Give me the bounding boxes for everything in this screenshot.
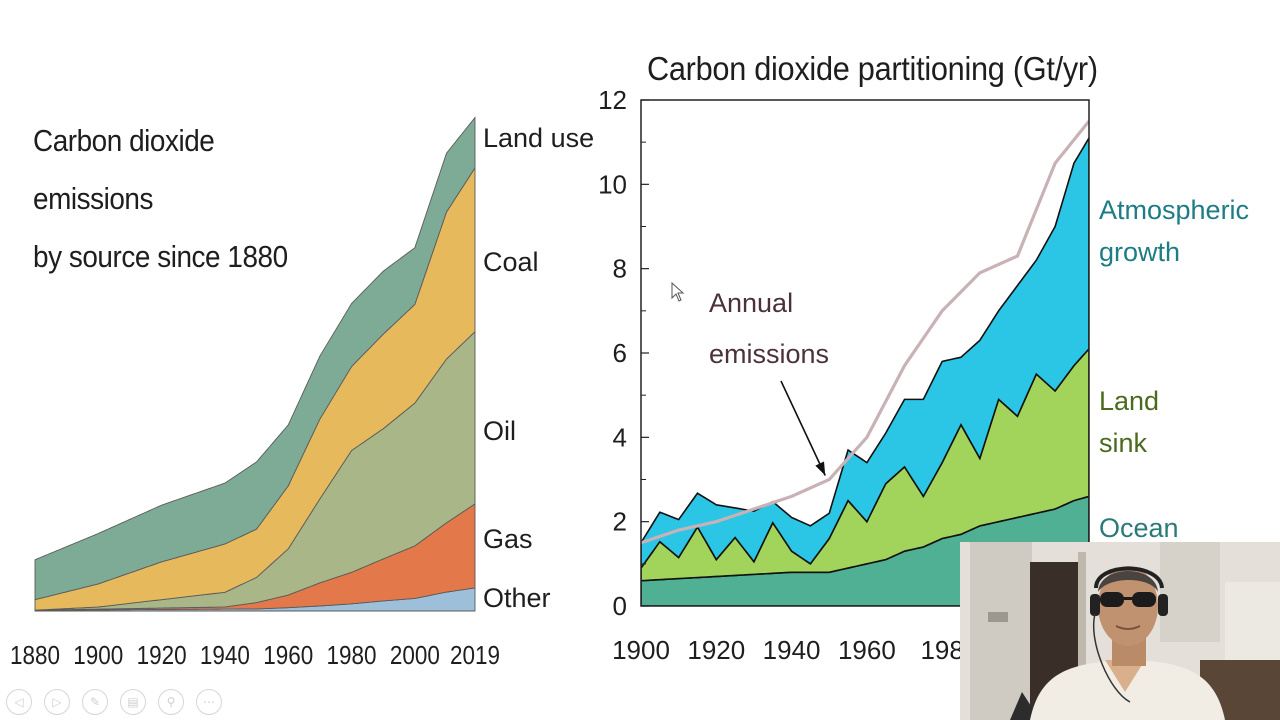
legend-label-oil: Oil [483, 416, 516, 446]
y-tick-label: 0 [613, 591, 627, 621]
legend-label-line: Ocean [1099, 513, 1179, 543]
legend-label-ocean: Ocean [1099, 513, 1179, 543]
x-tick-label: 1980 [327, 640, 377, 670]
legend-label-land-use: Land use [483, 123, 594, 153]
right-chart-title: Carbon dioxide partitioning (Gt/yr) [647, 50, 1098, 87]
area-atmospheric-growth [641, 136, 1089, 570]
x-tick-label: 1880 [10, 640, 60, 670]
x-tick-label: 2000 [390, 640, 440, 670]
annual-emissions-line [641, 120, 1089, 545]
presenter-webcam [960, 542, 1280, 720]
previous-icon[interactable]: ◁ [6, 689, 32, 715]
y-tick-label: 2 [613, 507, 627, 537]
annotation-line: Annual [709, 288, 793, 318]
zoom-icon[interactable]: ⚲ [158, 689, 184, 715]
left-chart-title: Carbon dioxide emissions by source since… [33, 112, 330, 286]
annotation-arrow [780, 380, 826, 476]
y-tick-label: 6 [613, 338, 627, 368]
x-tick-label: 1900 [73, 640, 123, 670]
legend-label-other: Other [483, 583, 551, 613]
x-tick-label: 1940 [763, 635, 821, 665]
annotation-line: emissions [709, 339, 829, 369]
legend-label-line: sink [1099, 428, 1148, 458]
x-tick-label: 1940 [200, 640, 250, 670]
x-tick-label: 1900 [612, 635, 670, 665]
legend-label-gas: Gas [483, 524, 533, 554]
legend-label-line: Atmospheric [1099, 195, 1249, 225]
co2-partitioning-chart: Ocean Land sink Atmospheric growth 0 2 4 6 8 10 12 1… [598, 85, 1249, 665]
emissions-by-source-chart: Other Gas Oil Coal Land use 1880 1900 1920 1940 1… [10, 116, 594, 670]
x-tick-label: 1960 [263, 640, 313, 670]
x-tick-label: 198 [920, 635, 963, 665]
left-chart-title-line-2: by source since 1880 [33, 239, 288, 274]
x-tick-label: 1960 [838, 635, 896, 665]
slides-icon[interactable]: ▤ [120, 689, 146, 715]
next-icon[interactable]: ▷ [44, 689, 70, 715]
x-tick-label: 1920 [687, 635, 745, 665]
legend-label-line: growth [1099, 237, 1180, 267]
legend-label-atmospheric-growth: Atmospheric growth [1099, 195, 1249, 267]
y-tick-label: 12 [598, 85, 627, 115]
annual-emissions-annotation: Annual emissions [709, 288, 829, 476]
y-tick-label: 8 [613, 254, 627, 284]
y-tick-label: 10 [598, 169, 627, 199]
more-icon[interactable]: ⋯ [196, 689, 222, 715]
area-land-use [34, 116, 476, 601]
y-tick-label: 4 [613, 422, 627, 452]
x-tick-label: 1920 [137, 640, 187, 670]
presenter-video-icon [960, 542, 1280, 720]
annotation-arrowhead [815, 461, 826, 476]
mouse-cursor-icon [671, 282, 685, 302]
pen-icon[interactable]: ✎ [82, 689, 108, 715]
legend-label-line: Land [1099, 386, 1159, 416]
left-chart-title-line-1: Carbon dioxide emissions [33, 123, 215, 216]
slideshow-toolbar: ◁ ▷ ✎ ▤ ⚲ ⋯ [6, 689, 222, 715]
legend-label-coal: Coal [483, 247, 539, 277]
x-tick-label: 2019 [450, 640, 500, 670]
legend-label-land-sink: Land sink [1099, 386, 1159, 458]
